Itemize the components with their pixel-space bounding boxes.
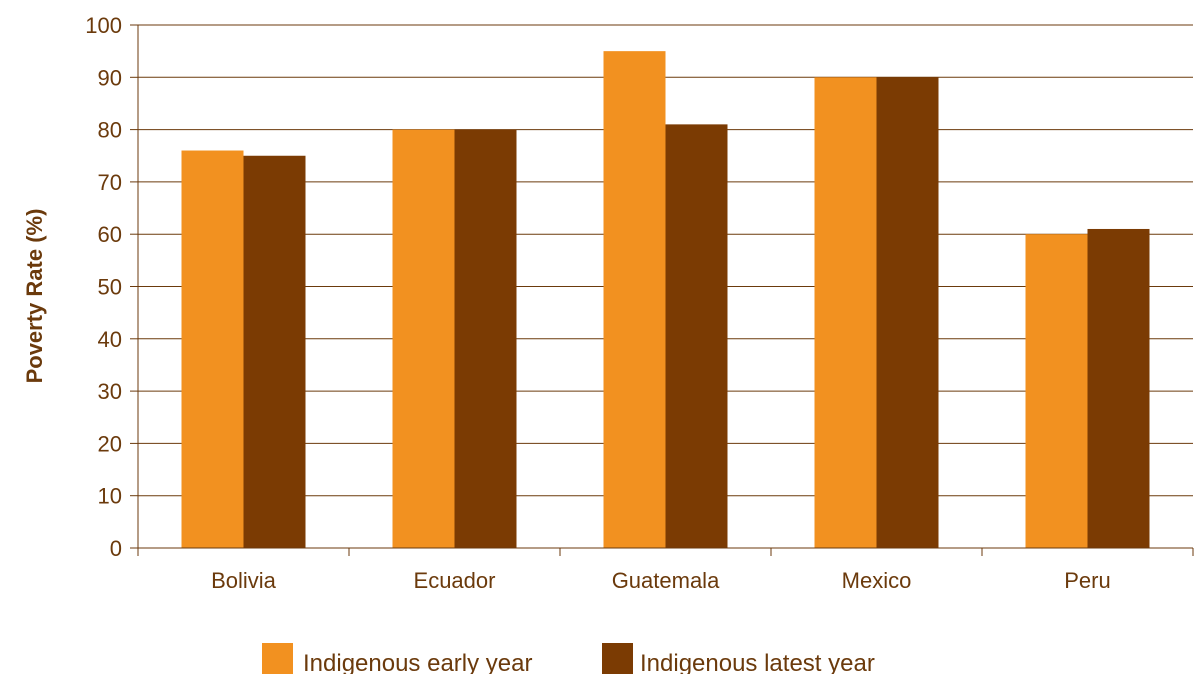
bar-bolivia-series-2 bbox=[243, 155, 306, 548]
y-tick-label: 100 bbox=[85, 13, 122, 38]
legend-label-2: Indigenous latest year bbox=[640, 650, 875, 674]
y-tick-label: 30 bbox=[98, 379, 122, 404]
bar-mexico-series-2 bbox=[876, 77, 939, 549]
x-category-labels: Bolivia Ecuador Guatemala Mexico Peru bbox=[211, 568, 1111, 593]
x-category-label: Ecuador bbox=[414, 568, 496, 593]
x-category-label: Guatemala bbox=[612, 568, 720, 593]
bar-ecuador-series-1 bbox=[392, 129, 455, 548]
y-tick-label: 70 bbox=[98, 170, 122, 195]
legend: Indigenous early year Indigenous latest y… bbox=[262, 643, 875, 674]
y-tick-label: 50 bbox=[98, 275, 122, 300]
y-tick-labels: 0 10 20 30 40 50 60 70 80 90 100 bbox=[85, 13, 138, 561]
bar-guatemala-series-2 bbox=[665, 124, 728, 549]
y-tick-label: 0 bbox=[110, 536, 122, 561]
legend-swatch-1 bbox=[262, 643, 293, 674]
legend-swatch-2 bbox=[602, 643, 633, 674]
y-tick-label: 80 bbox=[98, 118, 122, 143]
bars bbox=[181, 51, 1150, 549]
bar-peru-series-1 bbox=[1025, 234, 1088, 548]
y-tick-label: 90 bbox=[98, 65, 122, 90]
bar-guatemala-series-1 bbox=[603, 51, 666, 549]
y-tick-label: 40 bbox=[98, 327, 122, 352]
bar-mexico-series-1 bbox=[814, 77, 877, 549]
x-category-label: Mexico bbox=[842, 568, 912, 593]
x-category-label: Bolivia bbox=[211, 568, 277, 593]
x-category-label: Peru bbox=[1064, 568, 1110, 593]
bar-bolivia-series-1 bbox=[181, 150, 244, 548]
bar-peru-series-2 bbox=[1087, 228, 1150, 548]
legend-label-1: Indigenous early year bbox=[303, 650, 532, 674]
y-tick-label: 60 bbox=[98, 222, 122, 247]
y-axis-title: Poverty Rate (%) bbox=[22, 209, 47, 384]
bar-ecuador-series-2 bbox=[454, 129, 517, 548]
y-tick-label: 20 bbox=[98, 431, 122, 456]
y-tick-label: 10 bbox=[98, 484, 122, 509]
